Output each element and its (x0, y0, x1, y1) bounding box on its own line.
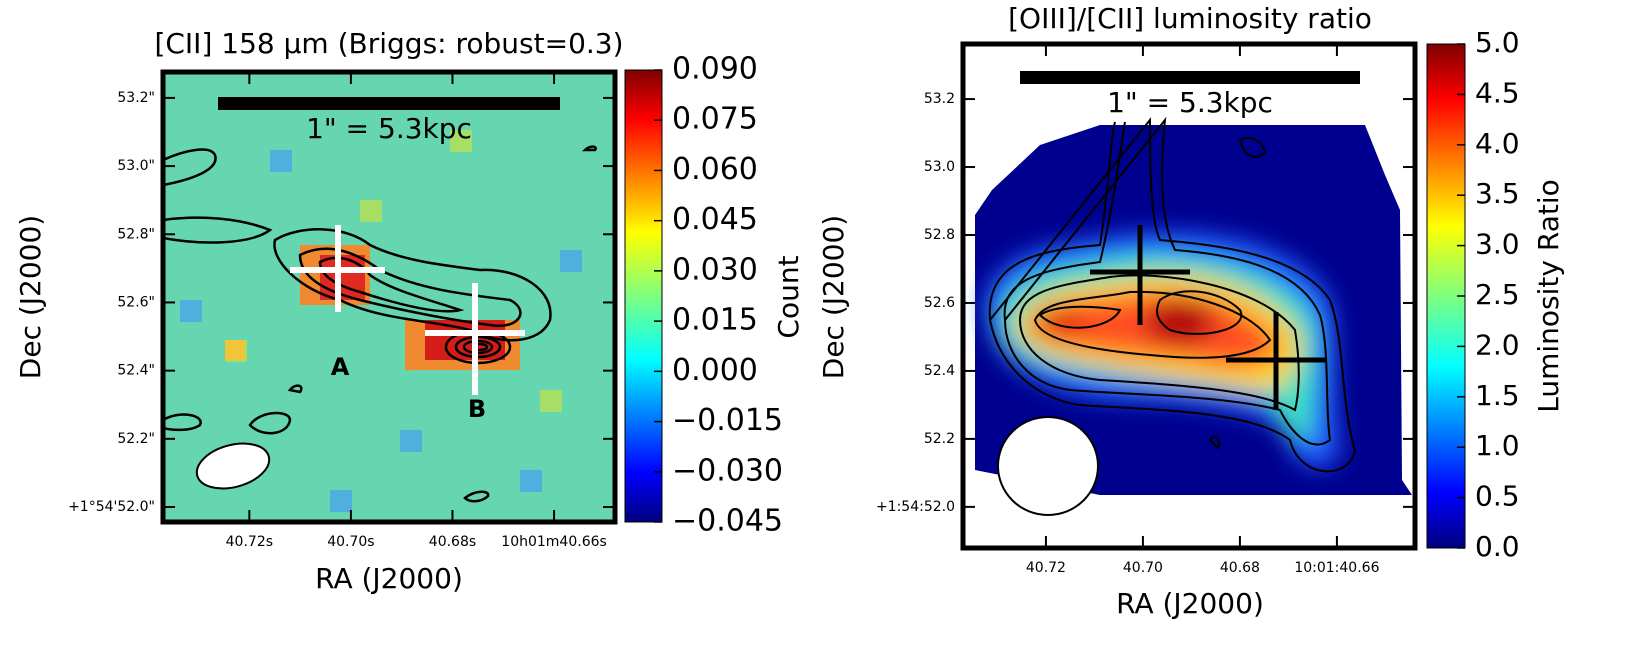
colorbar-tick-label: −0.015 (672, 403, 783, 438)
colorbar-label: Count (772, 255, 805, 338)
y-tick-label: 52.4 (924, 363, 955, 379)
image-right (963, 44, 1415, 548)
image-left (163, 72, 615, 522)
y-tick-label: +1:54:52.0 (876, 499, 955, 515)
annotation: 1" = 5.3kpc (306, 112, 472, 145)
y-tick-label: 52.6" (117, 294, 155, 310)
x-tick-label: 10:01:40.66 (1294, 560, 1379, 576)
chart-title: [OIII]/[CII] luminosity ratio (1008, 2, 1372, 35)
colorbar-tick-label: 1.5 (1475, 379, 1520, 412)
y-tick-label: 52.8 (924, 227, 955, 243)
colorbar-tick-label: 4.0 (1475, 127, 1520, 160)
colorbar-tick-label: 2.5 (1475, 278, 1520, 311)
colorbar-tick-label: −0.045 (672, 504, 783, 539)
x-tick-label: 40.72s (226, 534, 273, 550)
annotation: A (331, 353, 350, 381)
colorbar-tick-label: 2.0 (1475, 328, 1520, 361)
x-tick-label: 40.70 (1123, 560, 1163, 576)
colorbar-tick-label: 0.5 (1475, 480, 1520, 513)
y-tick-label: 52.2 (924, 431, 955, 447)
colorbar (624, 69, 663, 523)
y-tick-label: 52.8" (117, 226, 155, 242)
x-tick-label: 40.68s (429, 534, 476, 550)
colorbar-tick-label: 1.0 (1475, 429, 1520, 462)
colorbar-label: Luminosity Ratio (1532, 179, 1565, 413)
y-tick-label: +1°54'52.0" (68, 499, 155, 515)
y-tick-label: 53.0" (117, 158, 155, 174)
x-tick-label: 40.70s (327, 534, 374, 550)
frame (160, 69, 618, 525)
annotation: 1" = 5.3kpc (1107, 86, 1273, 119)
y-tick-label: 53.2" (117, 90, 155, 106)
colorbar-tick-label: 0.060 (672, 152, 758, 187)
x-tick-label: 10h01m40.66s (501, 534, 607, 550)
colorbar-tick-label: 0.0 (1475, 530, 1520, 563)
y-axis-label: Dec (J2000) (14, 215, 47, 379)
colorbar-tick-label: 3.0 (1475, 228, 1520, 261)
y-tick-label: 52.2" (117, 431, 155, 447)
colorbar-tick-label: 0.015 (672, 303, 758, 338)
colorbar-tick-label: 3.5 (1475, 177, 1520, 210)
frame (960, 41, 1418, 551)
y-tick-label: 53.2 (924, 91, 955, 107)
colorbar-tick-label: 0.090 (672, 52, 758, 87)
chart-title: [CII] 158 μm (Briggs: robust=0.3) (154, 27, 623, 60)
colorbar-tick-label: 0.000 (672, 353, 758, 388)
x-axis-label: RA (J2000) (1116, 587, 1264, 620)
annotation: B (468, 395, 486, 423)
y-axis-label: Dec (J2000) (817, 215, 850, 379)
x-tick-label: 40.72 (1026, 560, 1066, 576)
y-tick-label: 52.6 (924, 295, 955, 311)
colorbar-tick-label: −0.030 (672, 453, 783, 488)
colorbar-tick-label: 5.0 (1475, 26, 1520, 59)
colorbar-tick-label: 0.075 (672, 102, 758, 137)
colorbar-tick-label: 0.045 (672, 202, 758, 237)
colorbar-tick-label: 4.5 (1475, 76, 1520, 109)
y-tick-label: 53.0 (924, 159, 955, 175)
x-tick-label: 40.68 (1220, 560, 1260, 576)
x-axis-label: RA (J2000) (315, 562, 463, 595)
y-tick-label: 52.4" (117, 363, 155, 379)
colorbar-tick-label: 0.030 (672, 252, 758, 287)
